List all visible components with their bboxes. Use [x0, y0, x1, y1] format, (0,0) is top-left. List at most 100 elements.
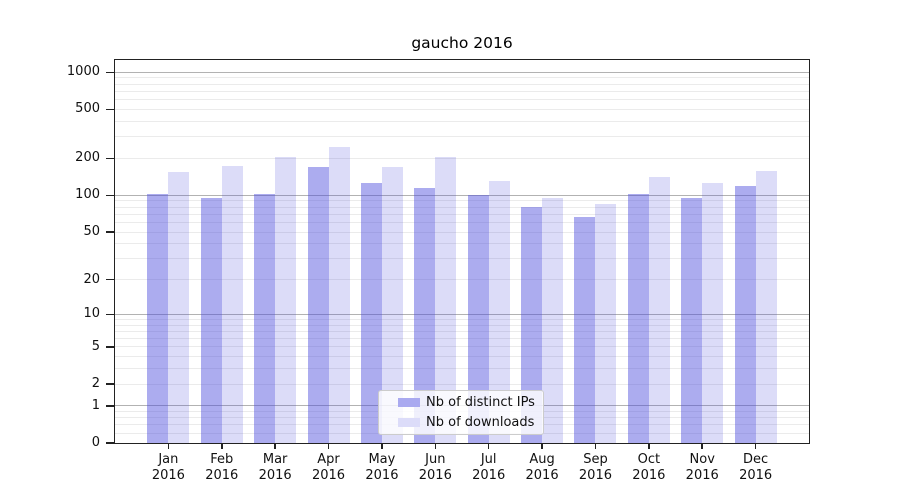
minor-gridline	[115, 231, 809, 233]
y-tick-label: 5	[91, 338, 100, 354]
minor-gridline	[115, 258, 809, 260]
bar-distinct-ips	[734, 186, 756, 443]
y-tick-label: 1000	[66, 64, 100, 80]
legend-swatch-distinct-ips	[398, 398, 420, 407]
bar-downloads	[595, 203, 617, 443]
y-tick-label: 1	[91, 397, 100, 413]
bar-distinct-ips	[307, 167, 329, 443]
minor-gridline	[115, 338, 809, 340]
major-gridline	[115, 194, 809, 196]
bar-distinct-ips	[521, 206, 543, 443]
minor-gridline	[115, 356, 809, 358]
bar-downloads	[275, 157, 297, 443]
minor-gridline	[115, 346, 809, 348]
y-tick-mark	[106, 194, 114, 197]
x-tick-label: Apr 2016	[311, 452, 346, 483]
y-tick-label: 200	[75, 150, 100, 166]
minor-gridline	[115, 120, 809, 122]
legend-label-distinct-ips: Nb of distinct IPs	[426, 395, 535, 410]
plot-area	[114, 59, 810, 444]
x-tick-mark	[327, 443, 330, 449]
bar-downloads	[648, 177, 670, 443]
bar-distinct-ips	[681, 198, 703, 443]
y-tick-label: 50	[83, 224, 100, 240]
x-tick-mark	[541, 443, 543, 449]
y-tick-label: 500	[75, 101, 100, 117]
x-tick-label: Nov 2016	[685, 452, 719, 483]
bar-downloads	[488, 180, 510, 443]
minor-gridline	[115, 108, 809, 110]
x-tick-mark	[648, 443, 650, 449]
bar-distinct-ips	[414, 187, 436, 443]
y-tick-mark	[106, 157, 114, 160]
x-tick-label: Oct 2016	[632, 452, 666, 483]
bar-downloads	[328, 146, 350, 443]
x-tick-label: Dec 2016	[739, 452, 773, 483]
minor-gridline	[115, 318, 809, 320]
y-tick-label: 2	[91, 376, 100, 392]
x-tick-mark	[381, 443, 383, 449]
y-tick-mark	[106, 442, 114, 444]
x-tick-label: Mar 2016	[258, 452, 292, 483]
x-tick-mark	[221, 443, 223, 449]
major-gridline	[115, 313, 809, 315]
bar-downloads	[221, 165, 243, 443]
x-tick-mark	[594, 443, 597, 449]
bar-distinct-ips	[147, 194, 169, 443]
x-tick-label: May 2016	[365, 452, 399, 483]
x-tick-mark	[167, 443, 170, 449]
minor-gridline	[115, 136, 809, 138]
bar-distinct-ips	[574, 217, 596, 443]
legend-swatch-downloads	[398, 418, 420, 427]
minor-gridline	[115, 99, 809, 101]
y-tick-mark	[106, 313, 114, 316]
x-tick-mark	[487, 443, 490, 449]
legend-item-distinct-ips: Nb of distinct IPs	[379, 394, 543, 412]
y-tick-label: 0	[91, 435, 100, 450]
y-tick-label: 100	[75, 187, 100, 203]
minor-gridline	[115, 243, 809, 245]
x-tick-label: Jun 2016	[418, 452, 452, 483]
x-tick-label: Aug 2016	[525, 452, 559, 483]
legend-item-downloads: Nb of downloads	[379, 414, 543, 432]
bar-distinct-ips	[254, 194, 276, 443]
bar-distinct-ips	[360, 183, 382, 443]
minor-gridline	[115, 383, 809, 385]
minor-gridline	[115, 90, 809, 92]
x-tick-label: Feb 2016	[205, 452, 239, 483]
y-tick-mark	[106, 108, 114, 111]
minor-gridline	[115, 279, 809, 281]
bar-downloads	[542, 198, 564, 443]
minor-gridline	[115, 206, 809, 208]
y-tick-mark	[106, 278, 114, 281]
y-tick-mark	[106, 71, 114, 74]
minor-gridline	[115, 200, 809, 202]
minor-gridline	[115, 330, 809, 332]
y-tick-mark	[106, 231, 114, 233]
bar-downloads	[435, 157, 457, 443]
minor-gridline	[115, 213, 809, 215]
minor-gridline	[115, 77, 809, 79]
minor-gridline	[115, 157, 809, 159]
bar-distinct-ips	[200, 198, 222, 443]
bar-downloads	[755, 171, 777, 443]
bar-downloads	[168, 171, 190, 443]
x-tick-label: Jan 2016	[151, 452, 185, 483]
y-tick-mark	[106, 383, 114, 385]
x-tick-mark	[434, 443, 437, 449]
chart-title: gaucho 2016	[411, 34, 513, 52]
bar-distinct-ips	[467, 195, 489, 443]
bar-distinct-ips	[627, 193, 649, 443]
x-tick-mark	[754, 443, 757, 449]
y-tick-mark	[106, 405, 114, 407]
y-tick-label: 20	[83, 271, 100, 287]
y-tick-label: 10	[83, 306, 100, 322]
x-tick-label: Jul 2016	[472, 452, 506, 483]
x-tick-mark	[274, 443, 276, 449]
legend: Nb of distinct IPs Nb of downloads	[378, 390, 544, 435]
minor-gridline	[115, 221, 809, 223]
minor-gridline	[115, 83, 809, 85]
y-tick-mark	[106, 346, 114, 348]
x-tick-label: Sep 2016	[578, 452, 612, 483]
